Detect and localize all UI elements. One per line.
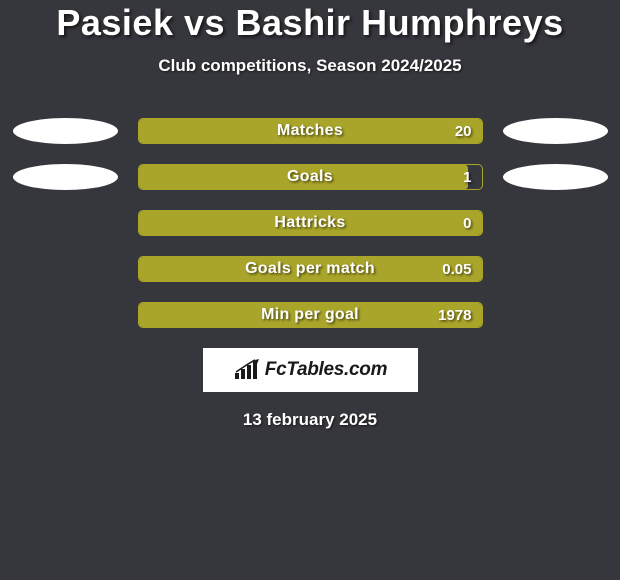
stat-bar: Goals per match0.05	[138, 256, 483, 282]
source-logo: FcTables.com	[203, 348, 418, 392]
stat-value: 20	[455, 119, 472, 143]
stat-label: Goals	[139, 165, 482, 189]
stat-bar: Matches20	[138, 118, 483, 144]
stat-row: Matches20	[0, 118, 620, 144]
stat-row: Hattricks0	[0, 210, 620, 236]
player-right-marker	[503, 164, 608, 190]
stat-label: Min per goal	[139, 303, 482, 327]
logo-text: FcTables.com	[265, 359, 387, 381]
page-title: Pasiek vs Bashir Humphreys	[0, 2, 620, 44]
stat-value: 0.05	[442, 257, 471, 281]
snapshot-date: 13 february 2025	[0, 410, 620, 430]
stat-value: 1	[463, 165, 471, 189]
stat-bar: Min per goal1978	[138, 302, 483, 328]
stat-bar: Hattricks0	[138, 210, 483, 236]
stat-value: 0	[463, 211, 471, 235]
stat-row: Goals1	[0, 164, 620, 190]
stat-bar: Goals1	[138, 164, 483, 190]
page-subtitle: Club competitions, Season 2024/2025	[0, 56, 620, 76]
stat-value: 1978	[438, 303, 471, 327]
bar-chart-icon	[233, 359, 261, 381]
stat-label: Hattricks	[139, 211, 482, 235]
stat-label: Matches	[139, 119, 482, 143]
stat-row: Min per goal1978	[0, 302, 620, 328]
stat-rows: Matches20 Goals1 Hattricks0 Goals per match…	[0, 118, 620, 328]
player-right-marker	[503, 118, 608, 144]
player-left-marker	[13, 118, 118, 144]
stat-row: Goals per match0.05	[0, 256, 620, 282]
comparison-infographic: Pasiek vs Bashir Humphreys Club competit…	[0, 0, 620, 580]
player-left-marker	[13, 164, 118, 190]
stat-label: Goals per match	[139, 257, 482, 281]
